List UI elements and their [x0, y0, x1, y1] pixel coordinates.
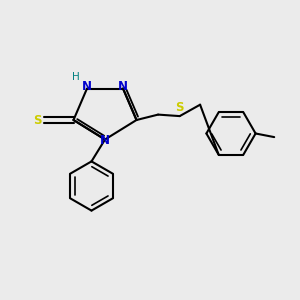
Text: H: H [72, 72, 80, 82]
Text: N: N [82, 80, 92, 94]
Text: S: S [33, 113, 41, 127]
Text: N: N [118, 80, 128, 94]
Text: S: S [176, 101, 184, 114]
Text: N: N [100, 134, 110, 148]
